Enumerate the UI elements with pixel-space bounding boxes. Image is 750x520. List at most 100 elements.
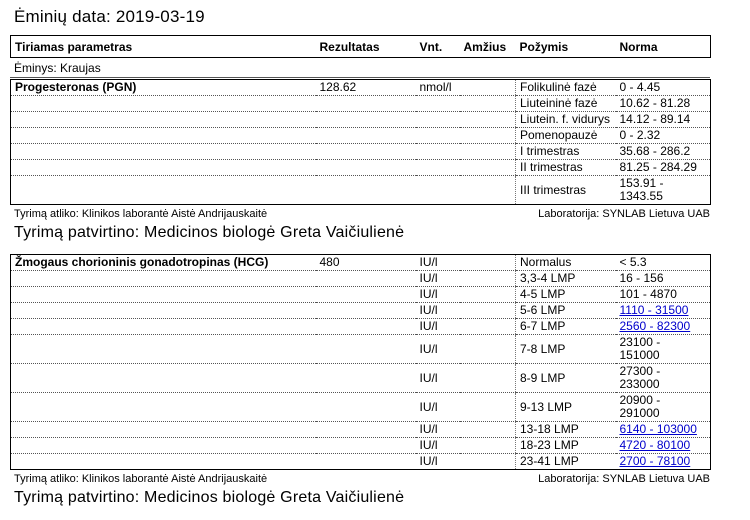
cell-unit: IU/l (415, 270, 460, 287)
cell-age (459, 318, 516, 335)
result-row: Liuteininė fazė 10.62 - 81.28 (10, 95, 711, 112)
cell-attribute: 5-6 LMP (515, 302, 616, 319)
cell-attribute: 18-23 LMP (515, 437, 616, 454)
cell-parameter (10, 437, 316, 454)
cell-norm: 81.25 - 284.29 (615, 159, 711, 176)
result-row: IU/l 23-41 LMP 2700 - 78100 (11, 453, 711, 470)
cell-norm[interactable]: 4720 - 80100 (615, 437, 711, 454)
result-row: IU/l 6-7 LMP 2560 - 82300 (10, 318, 711, 335)
laboratory-line: Laboratorija: SYNLAB Lietuva UAB (538, 208, 710, 220)
cell-parameter (10, 421, 316, 438)
cell-norm[interactable]: 2560 - 82300 (615, 318, 711, 335)
cell-parameter (10, 270, 316, 287)
cell-attribute: III trimestras (515, 175, 616, 205)
cell-unit (415, 159, 460, 176)
cell-attribute: 13-18 LMP (515, 421, 616, 438)
cell-unit (415, 95, 460, 112)
col-header-age: Amžius (463, 40, 507, 54)
col-header-norm: Norma (619, 40, 658, 54)
result-row: Žmogaus chorioninis gonadotropinas (HCG)… (10, 254, 711, 271)
cell-result (315, 159, 416, 176)
cell-unit (415, 111, 460, 128)
cell-age (459, 334, 516, 364)
confirmed-by-line: Tyrimą patvirtino: Medicinos biologė Gre… (14, 224, 405, 241)
cell-unit: nmol/l (415, 79, 460, 96)
cell-parameter (10, 95, 316, 112)
cell-age (459, 143, 516, 160)
cell-parameter (10, 111, 316, 128)
cell-result (315, 270, 416, 287)
cell-norm: 0 - 4.45 (615, 79, 711, 96)
cell-age (459, 270, 516, 287)
cell-age (459, 421, 516, 438)
cell-age (459, 127, 516, 144)
cell-norm: 27300 - 233000 (615, 363, 711, 393)
performed-by-line: Tyrimą atliko: Klinikos laborantė Aistė … (14, 208, 268, 220)
cell-norm: 35.68 - 286.2 (615, 143, 711, 160)
cell-age (459, 159, 516, 176)
cell-result (315, 143, 416, 160)
cell-unit: IU/l (415, 302, 460, 319)
cell-attribute: I trimestras (515, 143, 616, 160)
hcg-results-table: Žmogaus chorioninis gonadotropinas (HCG)… (10, 254, 711, 470)
cell-age (459, 286, 516, 303)
cell-attribute: Folikulinė fazė (515, 79, 616, 96)
table-footer: Tyrimą atliko: Klinikos laborantė Aistė … (10, 470, 710, 486)
cell-result (315, 302, 416, 319)
cell-result (315, 437, 416, 454)
cell-parameter (10, 334, 316, 364)
cell-norm: 20900 - 291000 (615, 392, 711, 422)
cell-result (315, 318, 416, 335)
cell-norm: < 5.3 (615, 254, 711, 271)
result-row: IU/l 18-23 LMP 4720 - 80100 (10, 437, 711, 454)
col-header-attribute: Požymis (519, 40, 569, 54)
cell-attribute: 6-7 LMP (515, 318, 616, 335)
cell-age (459, 437, 516, 454)
confirmed-by-line: Tyrimą patvirtino: Medicinos biologė Gre… (14, 489, 405, 506)
cell-norm: 23100 - 151000 (615, 334, 711, 364)
cell-norm: 16 - 156 (615, 270, 711, 287)
cell-result: 128.62 (315, 79, 416, 96)
cell-parameter (10, 286, 316, 303)
cell-norm: 10.62 - 81.28 (615, 95, 711, 112)
cell-norm[interactable]: 6140 - 103000 (615, 421, 711, 438)
result-row: IU/l 9-13 LMP 20900 - 291000 (10, 392, 711, 422)
cell-result (315, 334, 416, 364)
cell-attribute: 8-9 LMP (515, 363, 616, 393)
cell-parameter (11, 454, 316, 470)
cell-age (459, 254, 516, 271)
cell-attribute: Pomenopauzė (515, 127, 616, 144)
result-row: IU/l 3,3-4 LMP 16 - 156 (10, 270, 711, 287)
report-date-title: Ėminių data: 2019-03-19 (14, 7, 205, 26)
cell-age (459, 302, 516, 319)
cell-unit: IU/l (415, 254, 460, 271)
cell-result (315, 363, 416, 393)
cell-norm: 153.91 - 1343.55 (619, 176, 664, 203)
cell-attribute: II trimestras (515, 159, 616, 176)
cell-norm[interactable]: 1110 - 31500 (615, 302, 711, 319)
cell-norm: 14.12 - 89.14 (615, 111, 711, 128)
cell-unit: IU/l (415, 421, 460, 438)
cell-unit: IU/l (415, 363, 460, 393)
pgn-results-table: Progesteronas (PGN) 128.62 nmol/l Folikulin… (10, 79, 711, 205)
cell-result (315, 421, 416, 438)
result-row: Progesteronas (PGN) 128.62 nmol/l Folikulin… (10, 79, 711, 96)
table-footer: Tyrimą atliko: Klinikos laborantė Aistė … (10, 205, 710, 221)
performed-by-line: Tyrimą atliko: Klinikos laborantė Aistė … (14, 473, 268, 485)
cell-unit: IU/l (415, 392, 460, 422)
cell-attribute: 23-41 LMP (515, 453, 616, 470)
result-row: III trimestras 153.91 - 1343.55 (11, 175, 711, 205)
cell-result (315, 111, 416, 128)
cell-unit: IU/l (419, 454, 438, 468)
result-row: Liutein. f. vidurys 14.12 - 89.14 (10, 111, 711, 128)
cell-parameter (11, 176, 316, 205)
cell-result (315, 95, 416, 112)
cell-age (459, 363, 516, 393)
lab-report-page: Ėminių data: 2019-03-19 Tiriamas paramet… (10, 7, 711, 506)
cell-unit: IU/l (415, 437, 460, 454)
laboratory-line: Laboratorija: SYNLAB Lietuva UAB (538, 473, 710, 485)
result-row: I trimestras 35.68 - 286.2 (10, 143, 711, 160)
cell-norm[interactable]: 2700 - 78100 (619, 454, 691, 468)
result-row: II trimestras 81.25 - 284.29 (10, 159, 711, 176)
cell-age (460, 176, 516, 205)
